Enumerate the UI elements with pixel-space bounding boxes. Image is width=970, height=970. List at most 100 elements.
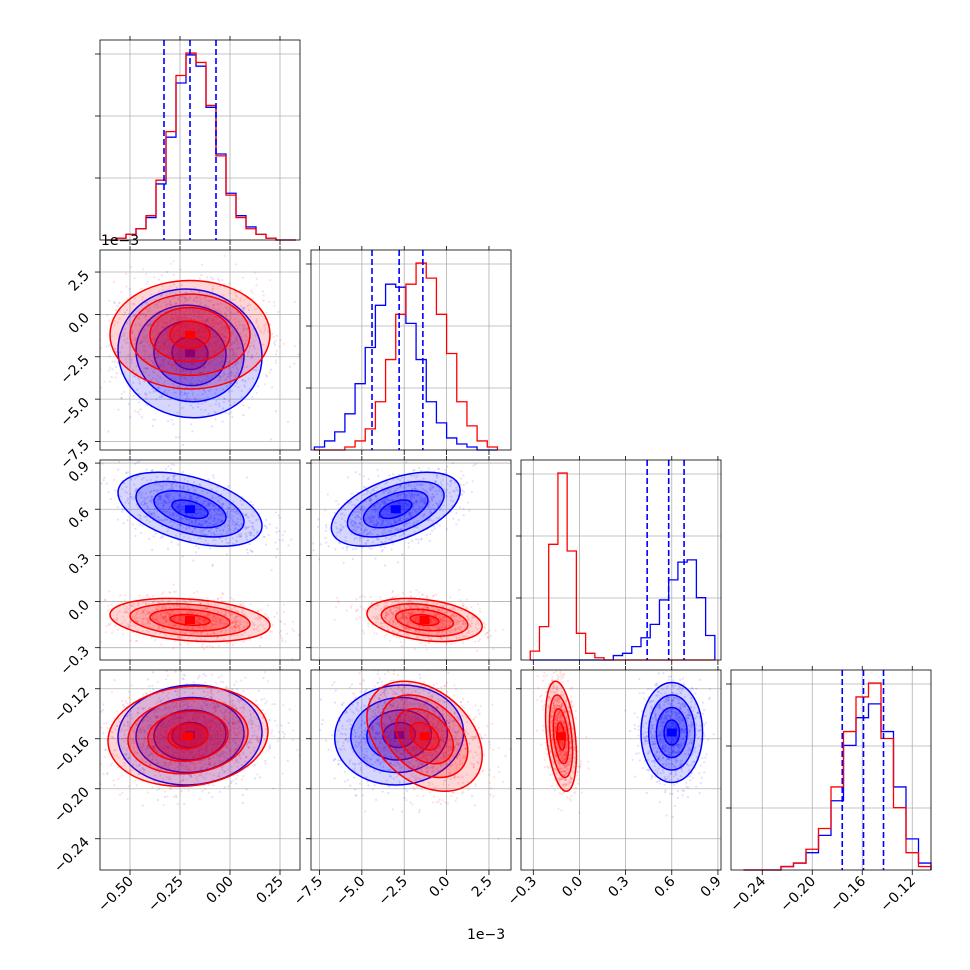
sample-point — [225, 327, 228, 331]
sample-point — [172, 322, 175, 325]
sample-point — [206, 375, 209, 378]
sample-point — [243, 625, 246, 628]
sample-point — [462, 490, 466, 493]
sample-point — [255, 321, 258, 324]
sample-point — [170, 418, 173, 422]
sample-point — [169, 315, 172, 318]
sample-point — [152, 329, 156, 332]
sample-point — [132, 375, 135, 378]
sample-point — [234, 621, 237, 624]
sample-point — [235, 339, 238, 342]
sample-point — [147, 612, 150, 615]
sample-point — [163, 345, 166, 349]
sample-point — [181, 328, 184, 331]
sample-point — [204, 619, 207, 622]
sample-point — [199, 501, 202, 504]
sample-point — [165, 618, 168, 621]
sample-point — [146, 621, 149, 624]
sample-point — [223, 379, 226, 383]
sample-point — [188, 339, 191, 342]
sample-point — [215, 529, 218, 532]
sample-point — [196, 331, 199, 335]
sample-point — [140, 340, 143, 343]
sample-point — [179, 335, 183, 338]
sample-point — [263, 627, 266, 630]
sample-point — [230, 411, 233, 414]
sample-point — [217, 499, 220, 502]
sample-point — [134, 375, 137, 378]
sample-point — [167, 363, 170, 366]
sample-point — [159, 346, 162, 349]
panel-content — [100, 460, 300, 660]
sample-point — [182, 339, 185, 342]
sample-point — [203, 296, 207, 299]
sample-point — [161, 334, 165, 337]
sample-point — [223, 335, 226, 339]
sample-point — [143, 496, 146, 499]
sample-point — [175, 506, 178, 509]
sample-point — [138, 492, 142, 495]
sample-point — [104, 631, 108, 634]
sample-point — [205, 351, 208, 354]
sample-point — [142, 601, 145, 604]
sample-point — [168, 590, 171, 594]
sample-point — [175, 368, 178, 371]
sample-point — [234, 621, 238, 624]
sample-point — [190, 327, 193, 330]
sample-point — [165, 317, 169, 320]
sample-point — [235, 540, 239, 543]
sample-point — [167, 354, 170, 357]
sample-point — [165, 620, 169, 623]
sample-point — [188, 606, 191, 610]
sample-point — [147, 508, 150, 511]
sample-point — [155, 618, 158, 621]
sample-point — [194, 350, 197, 353]
sample-point — [179, 295, 182, 299]
sample-point — [273, 615, 276, 619]
sample-point — [175, 320, 178, 323]
sample-point — [199, 349, 202, 352]
sample-point — [179, 516, 183, 519]
sample-point — [242, 404, 245, 407]
sample-point — [203, 607, 206, 610]
sample-point — [234, 620, 238, 623]
sample-point — [169, 612, 172, 615]
sample-point — [182, 304, 185, 307]
sample-point — [219, 326, 222, 329]
sample-point — [261, 353, 264, 356]
sample-point — [180, 284, 183, 287]
sample-point — [186, 364, 189, 367]
panel-background — [311, 250, 511, 450]
sample-point — [90, 336, 92, 338]
sample-point — [158, 348, 161, 351]
sample-point — [172, 296, 175, 299]
sample-point — [207, 603, 210, 606]
sample-point — [158, 353, 161, 356]
sample-point — [178, 509, 182, 512]
sample-point — [156, 332, 160, 336]
sample-point — [288, 365, 291, 368]
sample-point — [267, 330, 270, 333]
sample-point — [155, 327, 158, 330]
sample-point — [140, 494, 143, 497]
sample-point — [202, 614, 205, 617]
sample-point — [156, 489, 159, 492]
sample-point — [240, 532, 243, 536]
sample-point — [217, 644, 221, 647]
sample-point — [161, 363, 165, 366]
sample-point — [223, 352, 226, 355]
sample-point — [113, 319, 116, 322]
sample-point — [273, 301, 276, 304]
sample-point — [102, 479, 105, 482]
sample-point — [238, 534, 241, 538]
sample-point — [222, 372, 225, 375]
sample-point — [211, 564, 214, 567]
sample-point — [186, 525, 189, 528]
sample-point — [202, 533, 205, 536]
sample-point — [317, 518, 320, 521]
sample-point — [212, 353, 216, 356]
sample-point — [159, 294, 163, 298]
sample-point — [244, 385, 247, 388]
sample-point — [186, 610, 189, 613]
sample-point — [139, 517, 142, 520]
